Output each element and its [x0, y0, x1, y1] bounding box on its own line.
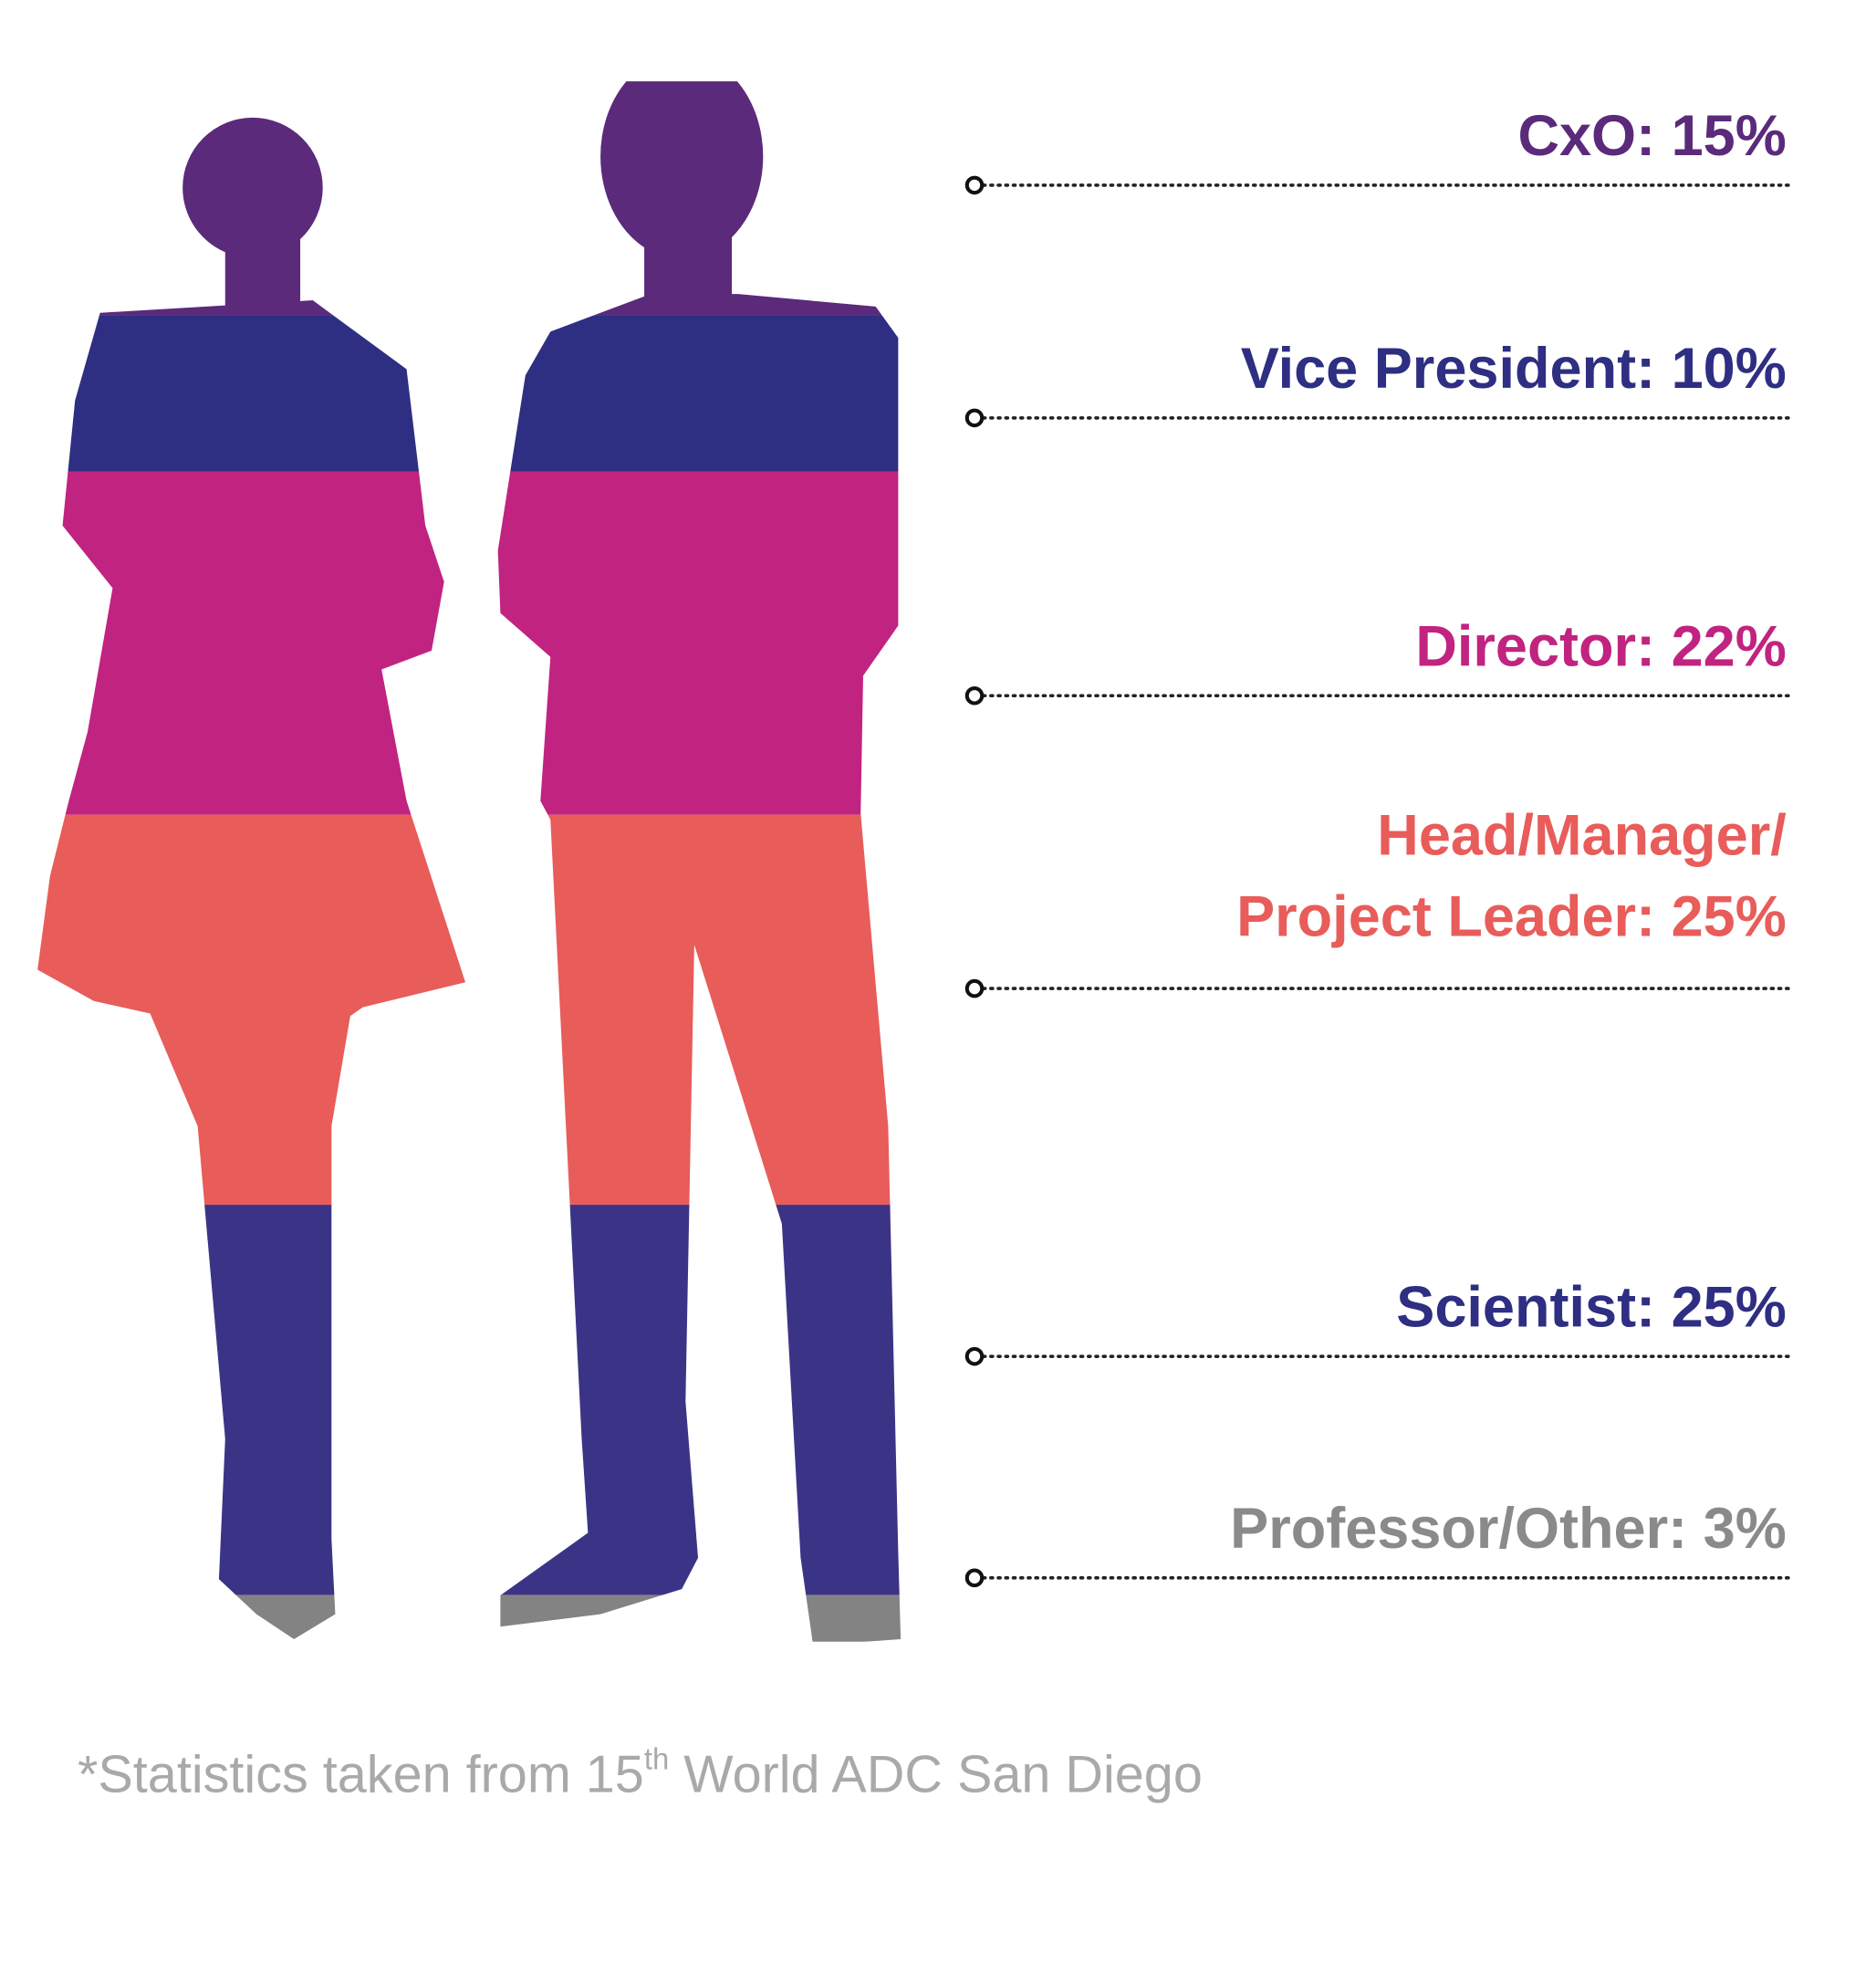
stripe — [37, 814, 902, 1206]
labels: CxO: 15% Vice President: 10% Director: 22%… — [964, 104, 1794, 1588]
leader-dot — [964, 685, 985, 706]
footnote-part: World ADC San Diego — [669, 1745, 1203, 1803]
footnote-part: *Statistics taken from 15 — [78, 1745, 644, 1803]
leader-dot — [964, 175, 985, 195]
figure: CxO: 15% Vice President: 10% Director: 22%… — [37, 81, 1794, 1804]
footnote: *Statistics taken from 15th World ADC Sa… — [78, 1742, 1203, 1804]
footnote-part: th — [644, 1742, 669, 1776]
role-label: Scientist: 25% — [1396, 1275, 1786, 1339]
stripe — [37, 1594, 902, 1642]
stripe — [37, 471, 902, 815]
leader-dot — [964, 978, 985, 998]
role-label: CxO: 15% — [1517, 104, 1786, 168]
leader-dot — [964, 1346, 985, 1366]
role-label: Vice President: 10% — [1241, 337, 1787, 401]
role-label-line: Project Leader: 25% — [1236, 885, 1787, 949]
role-label-line: Head/Manager/ — [1377, 803, 1786, 867]
role-label: Head/Manager/Project Leader: 25% — [1236, 803, 1787, 948]
silhouettes — [37, 81, 902, 1642]
stripe — [37, 315, 902, 472]
role-label: Director: 22% — [1415, 614, 1786, 678]
stripe — [37, 81, 902, 316]
leader-dot — [964, 408, 985, 428]
leader-dot — [964, 1568, 985, 1588]
role-label: Professor/Other: 3% — [1230, 1497, 1787, 1561]
stripe — [37, 1205, 902, 1595]
